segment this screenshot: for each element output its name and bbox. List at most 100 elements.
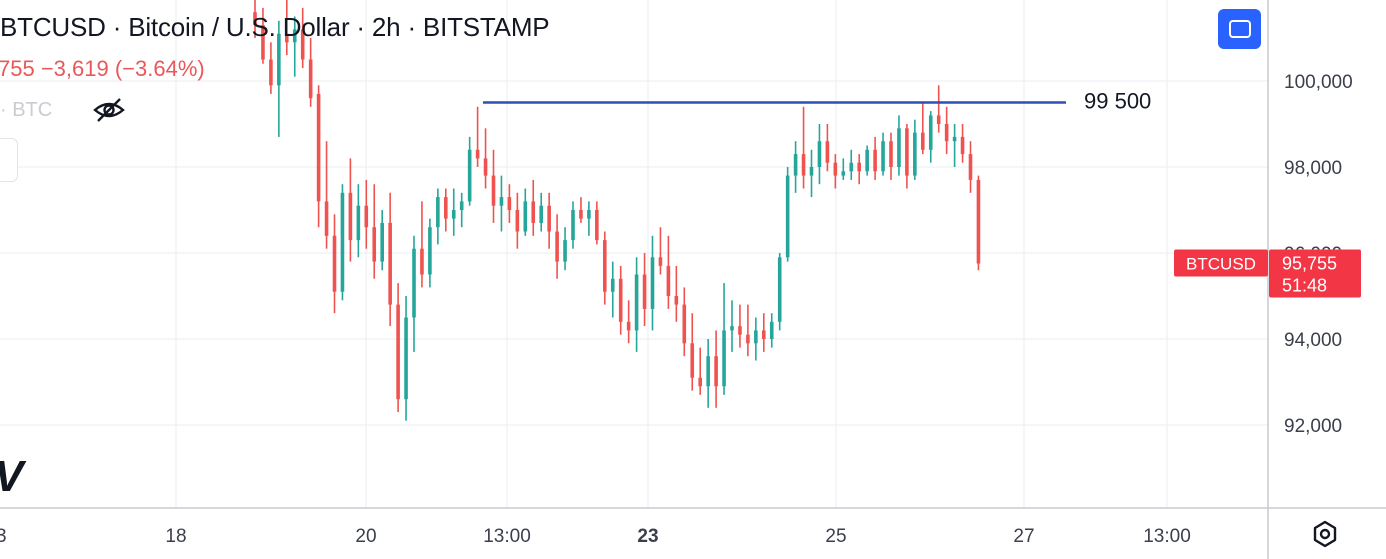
candle: [690, 313, 695, 391]
x-tick-label: 25: [825, 526, 846, 547]
candle: [777, 253, 782, 331]
x-tick-label: 23: [637, 526, 658, 547]
settings-button[interactable]: [1309, 518, 1341, 550]
candle: [467, 136, 472, 206]
last-price-symbol: BTCUSD: [1186, 255, 1256, 274]
candle: [515, 192, 520, 249]
candle: [738, 304, 742, 348]
candle: [928, 111, 933, 163]
candle: [801, 106, 806, 189]
candle: [626, 300, 631, 344]
candle: [531, 179, 536, 236]
candle: [483, 128, 488, 189]
candle: [475, 106, 480, 167]
price-change: 755 −3,619 (−3.64%): [0, 56, 205, 81]
candle: [444, 188, 448, 232]
horizontal-line-drawing[interactable]: 99 500: [483, 89, 1151, 114]
candle: [666, 235, 671, 309]
candle: [841, 158, 846, 180]
candle: [682, 287, 687, 357]
candle: [865, 145, 869, 176]
candle: [889, 132, 893, 180]
volume-label: · BTC: [0, 98, 53, 121]
candle: [436, 188, 440, 245]
candle: [706, 339, 710, 408]
candle: [420, 201, 424, 288]
candle: [944, 106, 949, 155]
candle: [921, 102, 925, 155]
candle: [634, 257, 639, 352]
candle: [571, 201, 575, 249]
x-tick-label: 20: [355, 526, 376, 547]
candle: [523, 188, 528, 236]
candle: [905, 124, 909, 189]
candle: [499, 175, 504, 232]
candle: [952, 124, 957, 167]
candle: [650, 235, 655, 331]
candle: [674, 265, 679, 322]
candle: [722, 283, 726, 395]
candle: [269, 42, 273, 94]
candle: [451, 188, 456, 236]
candle: [817, 124, 822, 185]
candle: [348, 158, 353, 262]
candle: [412, 235, 416, 352]
x-tick-label: 13:00: [483, 526, 531, 547]
candles: [253, 0, 981, 421]
candle: [380, 210, 384, 271]
candle: [881, 132, 885, 176]
candle: [404, 296, 408, 421]
candle: [754, 317, 758, 361]
candle: [292, 16, 297, 77]
candle: [308, 38, 313, 107]
last-price-value: 95,755: [1282, 254, 1337, 274]
candle: [388, 192, 392, 327]
candle: [539, 192, 543, 232]
candle: [300, 7, 305, 69]
x-tick-label: 13:00: [1143, 526, 1191, 547]
candle: [555, 214, 559, 279]
candle: [340, 184, 345, 301]
fullscreen-icon: [1228, 20, 1251, 38]
candle: [396, 283, 400, 413]
candle: [698, 347, 702, 395]
candle: [316, 85, 321, 228]
candle: [849, 149, 854, 180]
candle: [253, 0, 257, 38]
gear-icon: [1313, 520, 1337, 548]
x-tick-label-partial: 3: [0, 526, 7, 547]
eye-off-icon[interactable]: [92, 96, 126, 124]
candle: [491, 149, 496, 223]
candle: [809, 149, 814, 198]
candle: [833, 154, 838, 189]
candle: [459, 192, 464, 228]
candle: [658, 227, 663, 275]
candle: [428, 218, 432, 288]
candle: [730, 300, 734, 352]
candle: [897, 115, 901, 176]
bar-countdown: 51:48: [1282, 276, 1327, 296]
candle: [261, 7, 265, 64]
candle: [579, 197, 583, 223]
candle: [746, 304, 750, 357]
candle: [714, 330, 718, 408]
x-tick-label: 18: [165, 526, 186, 547]
candle: [762, 313, 766, 352]
fullscreen-button[interactable]: [1218, 9, 1261, 49]
candle: [825, 124, 830, 172]
y-tick-label: 92,000: [1284, 416, 1342, 437]
y-tick-label: 100,000: [1284, 72, 1353, 93]
candle: [913, 119, 917, 180]
collapse-toggle[interactable]: [0, 138, 18, 182]
chart-grid: [0, 0, 1268, 508]
candle: [356, 184, 361, 258]
y-tick-label: 98,000: [1284, 158, 1342, 179]
candle: [785, 167, 790, 262]
x-tick-label: 27: [1013, 526, 1034, 547]
candle: [857, 154, 861, 185]
candle: [277, 20, 281, 137]
candle: [976, 175, 981, 271]
